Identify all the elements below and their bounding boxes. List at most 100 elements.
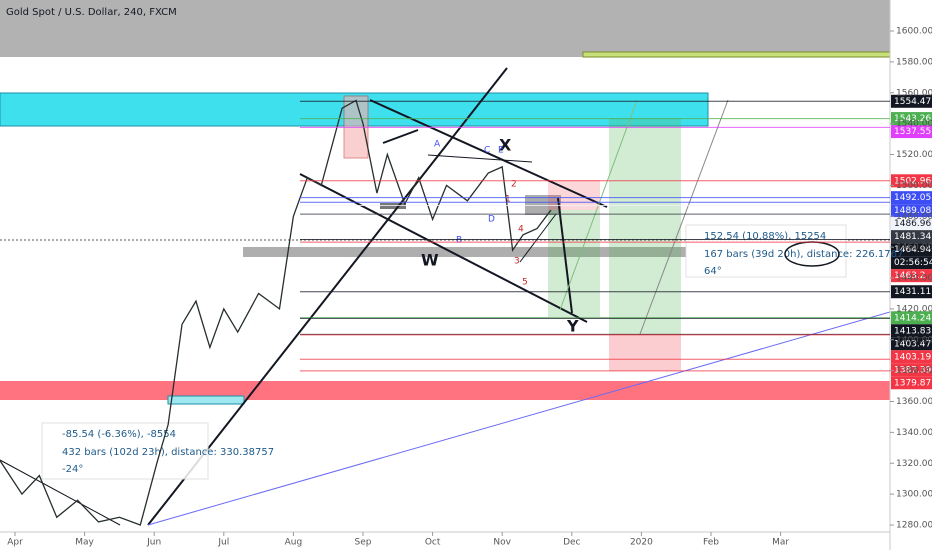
trendline: [382, 129, 419, 144]
gray-zone: [243, 247, 686, 257]
channel: [519, 213, 557, 263]
trendline: [147, 311, 891, 526]
y-tick-label: 1300.00: [896, 490, 932, 500]
y-tick-label: 1420.00: [896, 304, 932, 314]
price-label-bg: [891, 174, 932, 188]
wave-label: Y: [566, 317, 579, 336]
price-label: 1463.2: [894, 271, 926, 281]
measure-text: 432 bars (102d 23h), distance: 330.38757: [62, 447, 274, 458]
short-reward: [548, 210, 600, 317]
price-label-bg: [891, 285, 932, 299]
x-tick-label: Mar: [772, 538, 789, 548]
wave-label: X: [499, 136, 512, 155]
price-label: 1543.26: [894, 114, 931, 124]
price-label: 1387.39: [894, 365, 931, 375]
measure-text: 152.54 (10.88%), 15254: [704, 231, 826, 242]
x-tick-label: Nov: [493, 538, 511, 548]
trendline: [0, 459, 121, 526]
y-tick-label: 1540.00: [896, 119, 932, 129]
zone-small: [167, 395, 245, 405]
price-label-bg: [891, 230, 932, 244]
price-label-bg: [891, 191, 932, 205]
x-tick-label: May: [75, 538, 94, 548]
y-tick-label: 1600.00: [896, 27, 932, 37]
price-label-bg: [891, 125, 932, 139]
wave-label: 1: [505, 195, 511, 205]
x-tick-label: Aug: [285, 538, 303, 548]
measure-text: 167 bars (39d 20h), distance: 226.1767: [704, 249, 903, 260]
price-label: 1481.34: [894, 232, 931, 242]
wave-label: W: [421, 251, 439, 270]
price-label-bg: [891, 376, 932, 390]
wave-label: 2: [511, 180, 517, 190]
x-tick-label: Jul: [217, 538, 229, 548]
price-label-bg: [891, 311, 932, 325]
y-tick-label: 1440.00: [896, 274, 932, 284]
measure-box: [685, 224, 847, 278]
trendline: [559, 99, 638, 311]
price-label: 1464.94: [894, 245, 931, 255]
price-label-bg: [891, 217, 932, 231]
x-tick-label: Dec: [563, 538, 580, 548]
trendline: [639, 99, 729, 335]
measure-box: [41, 422, 209, 480]
x-tick-label: Feb: [703, 538, 719, 548]
price-label-bg: [891, 94, 932, 108]
wave-label: B: [456, 236, 462, 246]
price-label-bg: [891, 112, 932, 126]
price-label-bg: [891, 337, 932, 351]
wave-label: D: [488, 215, 495, 225]
y-tick-label: 1560.00: [896, 88, 932, 98]
y-tick-label: 1320.00: [896, 459, 932, 469]
long-risk: [609, 334, 681, 371]
wave-label: 4: [518, 225, 524, 235]
y-tick-label: 1500.00: [896, 181, 932, 191]
price-label: 1492.05: [894, 193, 931, 203]
y-tick-label: 1400.00: [896, 335, 932, 345]
wave-label: 5: [522, 278, 528, 288]
price-label: 1379.87: [894, 378, 931, 388]
long-reward: [609, 118, 681, 334]
trendline: [369, 99, 608, 208]
x-tick-label: Jun: [146, 538, 161, 548]
price-label: 1502.96: [894, 176, 931, 186]
price-label-bg: [891, 204, 932, 218]
price-label-bg: [891, 363, 932, 377]
price-label: 1431.11: [894, 287, 931, 297]
arrow: [557, 197, 573, 314]
price-label: 1403.47: [894, 339, 931, 349]
y-tick-label: 1340.00: [896, 428, 932, 438]
y-tick-label: 1520.00: [896, 150, 932, 160]
measure-text: -24°: [62, 464, 83, 475]
support-zone: [0, 381, 890, 400]
y-tick-label: 1360.00: [896, 397, 932, 407]
price-label: 1486.96: [894, 219, 931, 229]
price-label-bg: [891, 350, 932, 364]
zone-small: [582, 51, 891, 58]
price-label: 1413.83: [894, 326, 931, 336]
wave-label: E: [498, 146, 504, 156]
wave-label: 3: [514, 257, 520, 267]
measure-text: 64°: [704, 266, 722, 277]
y-tick-label: 1460.00: [896, 243, 932, 253]
y-tick-label: 1480.00: [896, 212, 932, 222]
x-tick-label: Oct: [425, 538, 441, 548]
y-tick-label: 1280.00: [896, 521, 932, 531]
price-label: 1537.55: [894, 127, 931, 137]
price-label-bg: [891, 243, 932, 257]
price-label-bg: [891, 324, 932, 338]
trendline: [299, 173, 588, 323]
wave-label: A: [434, 140, 441, 150]
supply-zone: [0, 0, 890, 57]
price-line: [0, 99, 552, 526]
y-tick-label: 1580.00: [896, 57, 932, 67]
price-label-bg: [891, 269, 932, 283]
countdown: 02:56:54: [894, 258, 932, 268]
marker-box: [525, 195, 561, 215]
price-label: 1554.47: [894, 97, 931, 107]
price-label: 1489.08: [894, 206, 931, 216]
price-label: 1414.24: [894, 313, 931, 323]
countdown-bg: [891, 256, 932, 270]
y-tick-label: 1380.00: [896, 366, 932, 376]
